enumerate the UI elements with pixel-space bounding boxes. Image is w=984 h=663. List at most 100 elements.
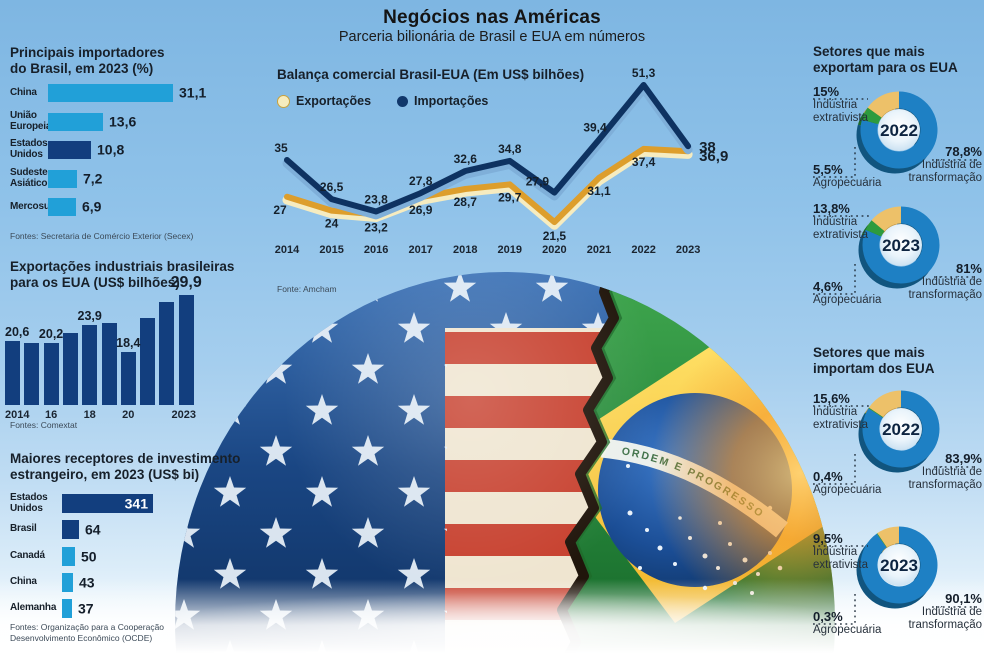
segment-trans <box>858 211 936 289</box>
donut-ring <box>860 526 938 604</box>
bar <box>43 343 59 405</box>
donut-ring <box>862 206 940 284</box>
segment-name: Indústria extrativista <box>813 99 868 125</box>
x-tick-label: 20 <box>122 409 135 421</box>
segment-ext <box>877 526 900 548</box>
bar-row: Canadá 50 <box>10 547 240 566</box>
point-value-label: 38 <box>699 139 716 156</box>
bar <box>62 547 75 566</box>
segment-ext <box>863 96 896 123</box>
donut-2023: 2023 <box>835 188 967 310</box>
bar-value-label: 7,2 <box>83 170 103 187</box>
legend-label-imports: Importações <box>414 94 489 108</box>
point-value-label: 39,4 <box>583 121 607 135</box>
segment-trans <box>856 531 934 609</box>
row-label: Estados Unidos <box>10 491 48 514</box>
row-label: Mercosul <box>10 200 53 212</box>
industrial-exports-chart-title: Exportações industriais brasileiras para… <box>10 259 235 290</box>
point-value-label: 36,9 <box>699 148 728 165</box>
x-tick-label: 2022 <box>631 244 655 256</box>
segment-trans <box>862 206 940 284</box>
industrial-exports-chart: 20,6 20,2 23,9 18,4 29,9 2014 16 18 20 2023 <box>5 274 202 422</box>
bar-row: Alemanha 37 <box>10 599 240 618</box>
segment-name: Indústria de transformação <box>908 466 982 492</box>
segment-label-trans: 78,8% Indústria de transformação <box>860 144 982 186</box>
segment-pct: 15% <box>813 84 840 99</box>
point-value-label: 26,5 <box>320 180 344 194</box>
bar-value-label: 23,9 <box>77 309 102 323</box>
segment-label-trans: 81% Indústria de transformação <box>860 261 982 303</box>
row-label: Alemanha <box>10 602 57 614</box>
point-value-label: 23,2 <box>364 220 388 234</box>
donut-chart: 2022 <box>858 390 940 473</box>
fdi-chart-source: Fontes: Organização para a Cooperação De… <box>10 622 165 644</box>
donut-year-label: 2022 <box>882 420 920 439</box>
segment-ext <box>869 390 902 418</box>
segment-name: Agropecuária <box>813 177 882 190</box>
segment-pct: 81% <box>955 261 982 276</box>
segment-ext <box>865 395 898 423</box>
bar <box>24 343 40 405</box>
donut-chart: 2023 <box>858 206 940 289</box>
point-value-label: 32,6 <box>454 152 478 166</box>
row-label: Estados Unidos <box>10 138 48 160</box>
segment-label-trans: 83,9% Indústria de transformação <box>860 451 982 493</box>
point-value-label: 34,8 <box>498 142 522 156</box>
donut-2022: 2022 <box>833 73 965 195</box>
bar <box>48 141 91 159</box>
segment-name: Indústria extrativista <box>813 216 868 242</box>
segment-trans <box>860 526 938 604</box>
bar-row: Estados Unidos 341 <box>10 491 240 514</box>
bar-row: Brasil 64 <box>10 520 240 539</box>
row-label: Sudeste Asiático <box>10 167 48 189</box>
bar <box>62 599 72 618</box>
bar-row: União Europeia 13,6 <box>10 110 240 132</box>
bar-value-label: 18,4 <box>116 336 141 350</box>
bar-value-label: 13,6 <box>109 113 137 130</box>
segment-pct: 78,8% <box>945 144 982 159</box>
legend-label-exports: Exportações <box>296 94 372 108</box>
bar-value-label: 20,2 <box>38 327 64 341</box>
exports-marker-icon <box>277 94 290 108</box>
donut-ring <box>860 91 938 169</box>
bar <box>62 494 153 513</box>
page-title: Negócios nas Américas <box>383 7 601 28</box>
point-value-label: 26,9 <box>409 203 433 217</box>
trade-balance-chart-title: Balança comercial Brasil-EUA (Em US$ bil… <box>277 67 585 82</box>
bar <box>120 352 136 405</box>
donut-2022: 2022 <box>835 372 967 494</box>
segment-trans <box>856 96 934 174</box>
bar <box>62 520 79 539</box>
point-value-label: 37,4 <box>632 155 656 169</box>
bar-row: Estados Unidos 10,8 <box>10 138 240 160</box>
segment-label-ext: 13,8% Indústria extrativista <box>813 201 903 243</box>
point-value-label: 51,3 <box>632 66 656 80</box>
segment-label-agro: 5,5% Agropecuária <box>813 162 903 190</box>
page-subtitle: Parceria bilionária de Brasil e EUA em n… <box>338 29 646 45</box>
donut-extrusion <box>858 211 936 289</box>
donut-extrusion <box>856 96 934 174</box>
donut-chart: 2023 <box>856 526 938 609</box>
legend-item-imports: Importações <box>397 94 488 108</box>
row-label: União Europeia <box>10 110 52 132</box>
fdi-chart-title: Maiores receptores de investimento estra… <box>10 451 241 482</box>
x-tick-label: 16 <box>44 409 58 421</box>
segment-name: Indústria de transformação <box>908 276 982 302</box>
bar <box>62 333 78 405</box>
point-value-label: 27,9 <box>526 175 550 189</box>
segment-pct: 5,5% <box>813 162 843 177</box>
segment-trans <box>858 395 936 473</box>
bar <box>82 325 98 405</box>
point-value-label: 28,7 <box>454 195 478 209</box>
donut-ring <box>862 390 940 468</box>
sphere-shading <box>175 272 835 663</box>
trade-balance-legend: Exportações Importações <box>277 94 488 108</box>
segment-agro <box>861 225 881 242</box>
x-tick-label: 2021 <box>587 244 611 256</box>
x-tick-label: 2019 <box>498 244 522 256</box>
bar <box>48 84 173 102</box>
segment-ext <box>871 206 902 232</box>
bar-value-label: 50 <box>81 548 97 565</box>
leader-lines <box>813 98 977 178</box>
trade-balance-chart-source: Fonte: Amcham <box>277 284 337 294</box>
